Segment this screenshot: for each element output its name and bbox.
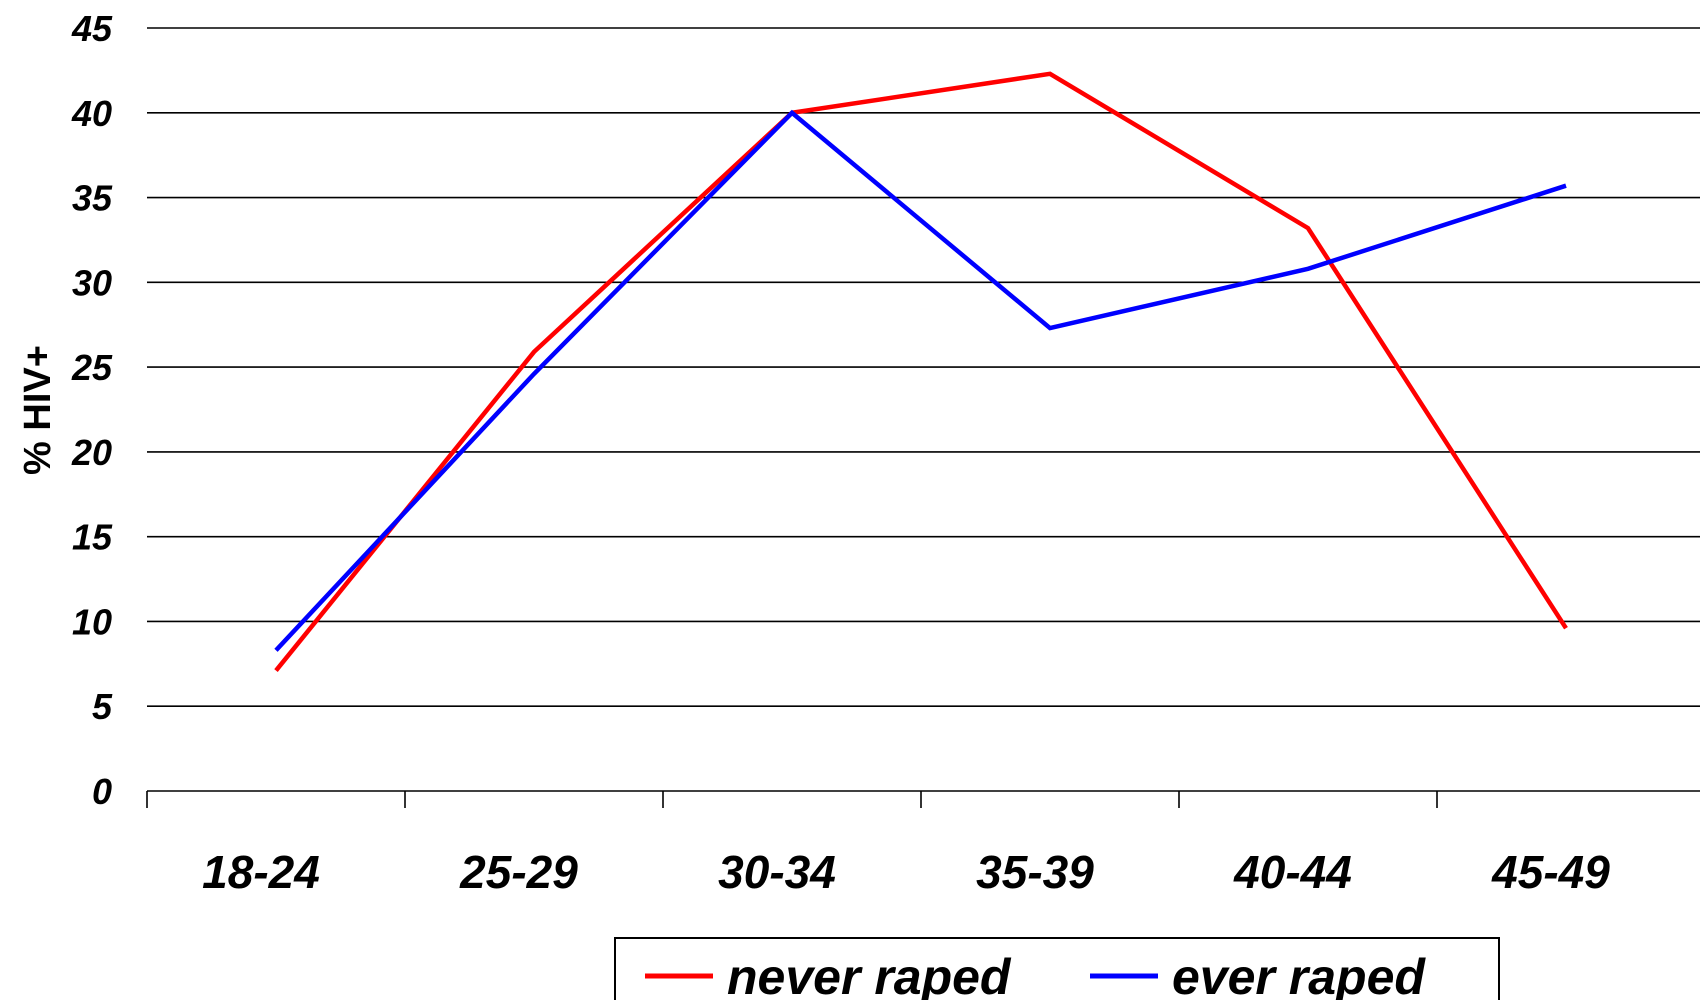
data-series [274,71,1568,673]
x-tick-label: 35-39 [976,846,1094,898]
series-line-never-raped [274,71,1568,673]
legend-label: never raped [727,949,1012,1000]
legend: never raped ever raped [614,937,1500,1000]
x-tick-label: 25-29 [459,846,578,898]
y-tick-label: 0 [92,771,112,812]
gridlines [147,27,1700,708]
x-tick-label: 40-44 [1233,846,1352,898]
x-tick-label: 45-49 [1491,846,1610,898]
y-axis-title: % HIV+ [17,345,59,475]
y-tick-label: 20 [71,432,112,473]
legend-label: ever raped [1172,949,1426,1000]
y-tick-label: 15 [72,517,113,558]
y-tick-label: 40 [71,93,112,134]
x-axis-tick-labels: 18-24 25-29 30-34 35-39 40-44 45-49 [202,846,1610,898]
legend-box [614,937,1500,1000]
y-axis-tick-labels: 0 5 10 15 20 25 30 35 40 45 [71,8,113,812]
y-tick-label: 25 [71,347,113,388]
x-tick-label: 18-24 [202,846,320,898]
y-tick-label: 35 [72,178,113,219]
y-tick-label: 5 [92,686,113,727]
y-tick-label: 10 [72,601,112,642]
x-axis [146,790,1700,808]
x-tick-label: 30-34 [718,846,836,898]
y-tick-label: 45 [71,8,113,49]
y-tick-label: 30 [72,262,112,303]
legend-items: never raped ever raped [645,949,1426,1000]
series-line-ever-raped [274,109,1567,652]
